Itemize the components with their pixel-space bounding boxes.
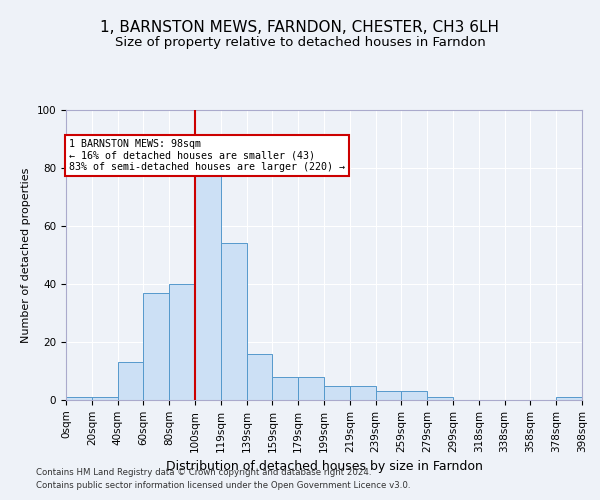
Bar (247, 354, 272, 400)
Text: Contains HM Land Registry data © Crown copyright and database right 2024.: Contains HM Land Registry data © Crown c… (36, 468, 371, 477)
Text: 1 BARNSTON MEWS: 98sqm
← 16% of detached houses are smaller (43)
83% of semi-det: 1 BARNSTON MEWS: 98sqm ← 16% of detached… (68, 139, 344, 172)
Bar (195, 156, 221, 400)
Bar (427, 397, 453, 400)
Bar (350, 386, 376, 400)
Text: 1, BARNSTON MEWS, FARNDON, CHESTER, CH3 6LH: 1, BARNSTON MEWS, FARNDON, CHESTER, CH3 … (101, 20, 499, 35)
Text: Contains public sector information licensed under the Open Government Licence v3: Contains public sector information licen… (36, 480, 410, 490)
Bar (118, 362, 143, 400)
Bar (376, 392, 401, 400)
Bar (143, 292, 169, 400)
Bar (66, 397, 92, 400)
Text: Size of property relative to detached houses in Farndon: Size of property relative to detached ho… (115, 36, 485, 49)
Bar (324, 386, 350, 400)
Bar (92, 397, 118, 400)
Bar (169, 284, 195, 400)
Bar (221, 244, 247, 400)
Bar (401, 392, 427, 400)
Y-axis label: Number of detached properties: Number of detached properties (21, 168, 31, 342)
Bar (298, 377, 324, 400)
Bar (556, 397, 582, 400)
X-axis label: Distribution of detached houses by size in Farndon: Distribution of detached houses by size … (166, 460, 482, 473)
Bar (272, 377, 298, 400)
